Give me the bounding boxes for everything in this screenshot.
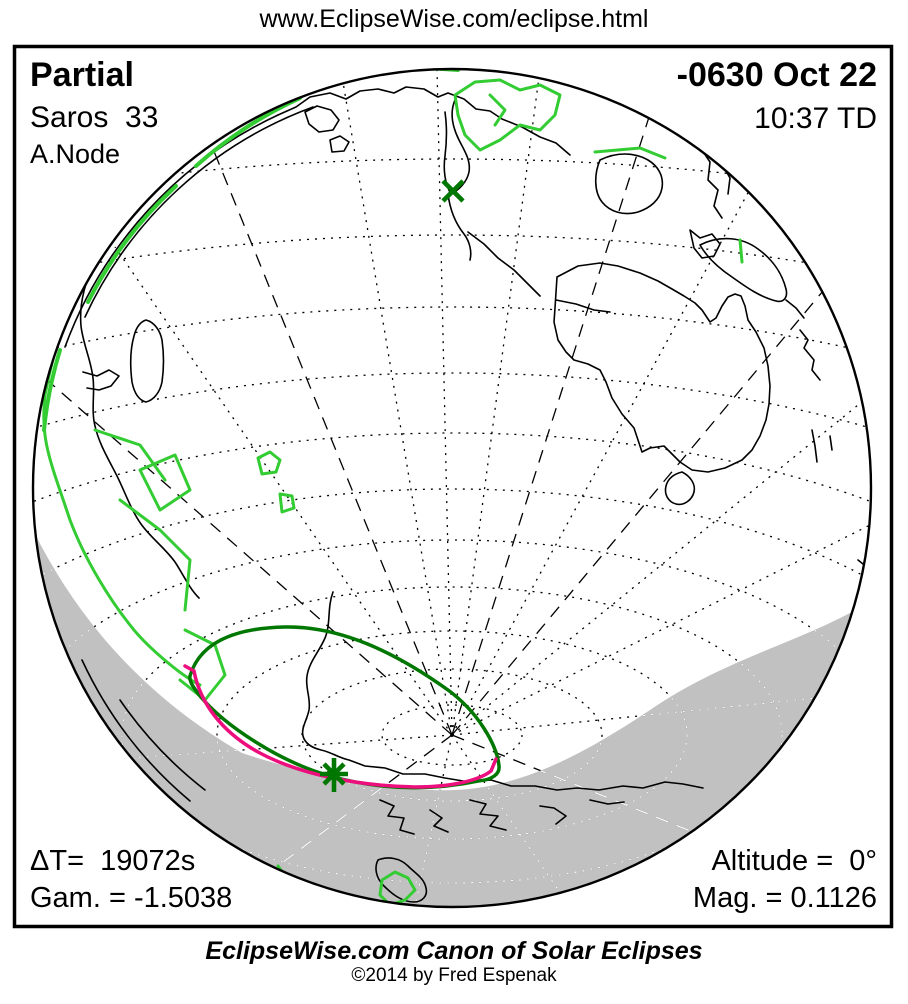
saros-label: Saros 33 [30, 101, 159, 134]
delta-t-value: ΔT= 19072s [30, 845, 196, 877]
site-url[interactable]: www.EclipseWise.com/eclipse.html [259, 5, 649, 33]
gamma-value: Gam. = -1.5038 [30, 882, 233, 914]
map-frame [12, 44, 894, 929]
canon-title: EclipseWise.com Canon of Solar Eclipses [205, 937, 703, 965]
node-label: A.Node [30, 139, 121, 169]
magnitude-value: Mag. = 0.1126 [692, 882, 877, 914]
sub-solar-marker [441, 179, 465, 203]
eclipse-date-label: -0630 Oct 22 [676, 56, 877, 94]
coastlines-green [42, 69, 744, 907]
eclipse-limit-curve [188, 625, 501, 790]
copyright-notice: ©2014 by Fred Espenak [351, 965, 557, 986]
globe-limb [31, 67, 873, 909]
coastlines-black [64, 86, 871, 903]
altitude-value: Altitude = 0° [711, 845, 877, 877]
sunrise-sunset-curve [183, 664, 498, 789]
globe-disc [33, 69, 871, 907]
eclipse-time-label: 10:37 TD [754, 102, 877, 135]
greatest-eclipse-marker [320, 758, 348, 792]
eclipse-type-label: Partial [30, 56, 134, 94]
